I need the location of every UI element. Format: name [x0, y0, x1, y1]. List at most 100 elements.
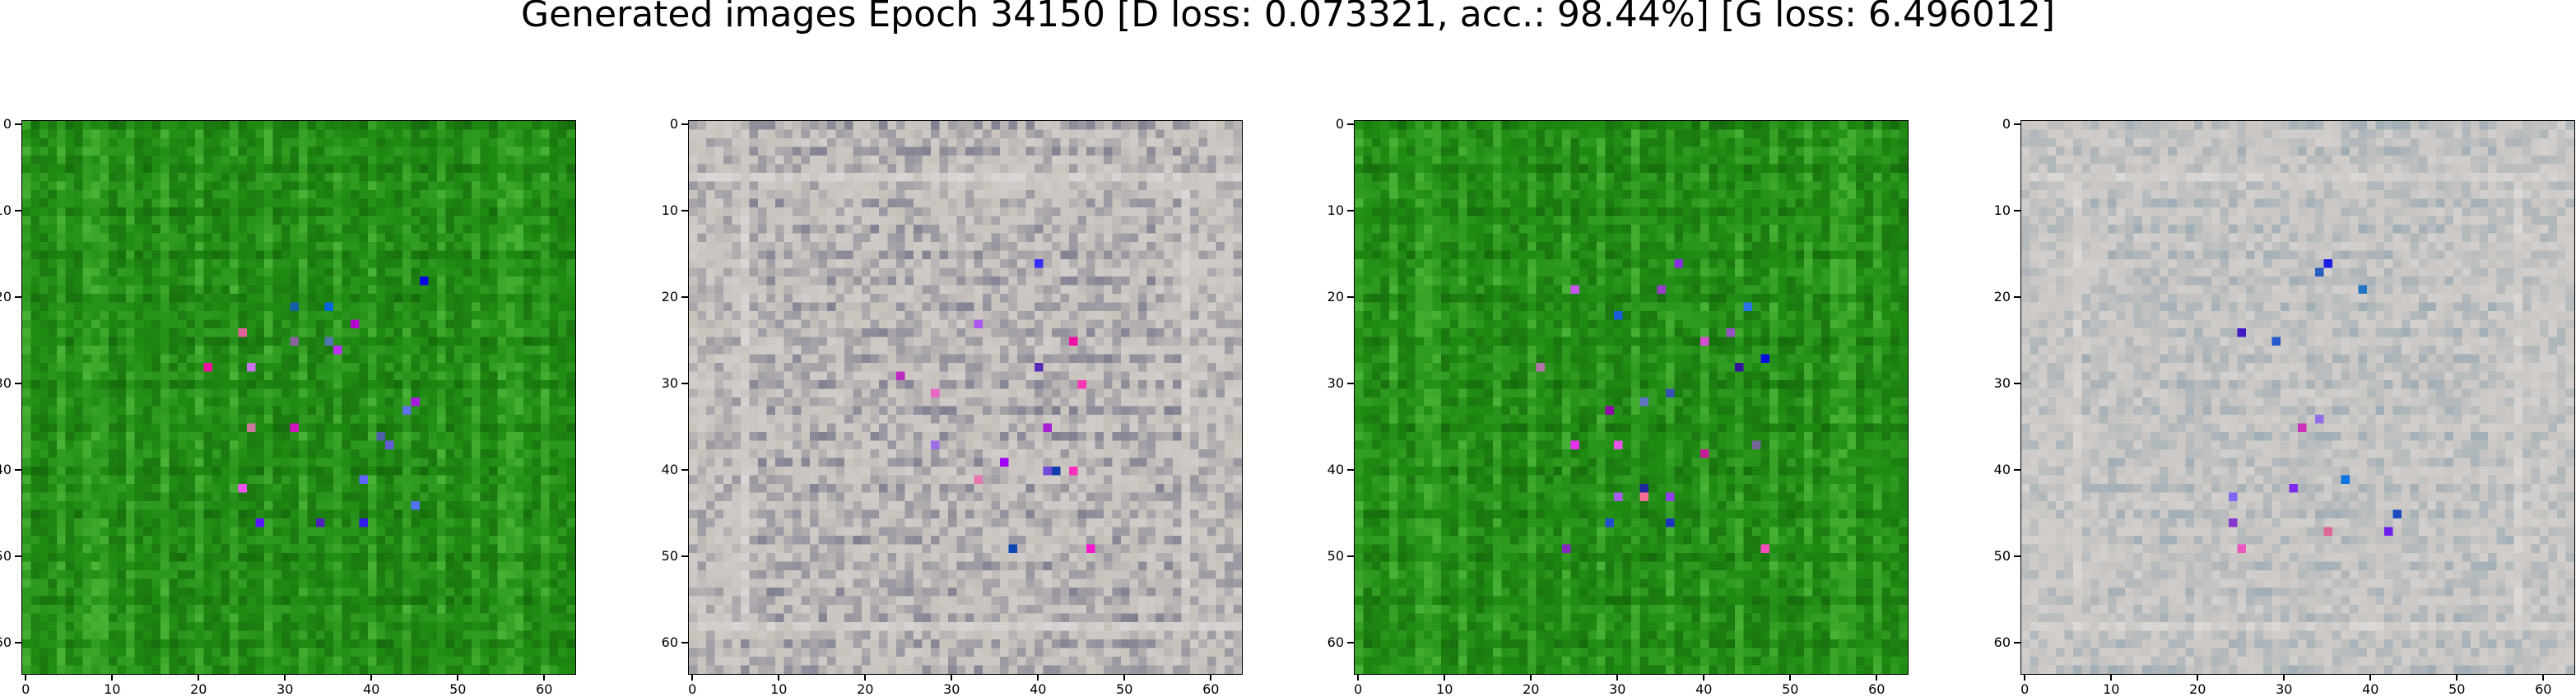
x-tick-label: 10 [2103, 681, 2120, 697]
x-tick-mark [25, 674, 27, 681]
x-tick-mark [1444, 674, 1446, 681]
y-tick-mark [15, 555, 21, 558]
x-tick-mark [778, 674, 780, 681]
x-tick-mark [691, 674, 694, 681]
x-tick-label: 0 [2020, 681, 2030, 697]
x-tick-label: 40 [1695, 681, 1713, 697]
x-tick-mark [2542, 674, 2545, 681]
x-tick-label: 50 [2448, 681, 2466, 697]
x-tick-label: 40 [363, 681, 380, 697]
y-tick-label: 40 [1993, 462, 2011, 478]
y-tick-label: 10 [1327, 202, 1344, 219]
y-tick-mark [15, 123, 21, 126]
generated-image [21, 120, 576, 675]
y-tick-mark [1347, 555, 1354, 558]
x-tick-label: 10 [770, 681, 788, 697]
x-tick-label: 20 [857, 681, 874, 697]
x-tick-mark [1703, 674, 1705, 681]
x-tick-label: 20 [2189, 681, 2206, 697]
y-tick-mark [2014, 296, 2020, 299]
y-tick-label: 50 [1327, 548, 1344, 565]
y-tick-mark [681, 123, 688, 126]
y-tick-mark [1347, 296, 1354, 299]
x-tick-label: 60 [2535, 681, 2552, 697]
x-tick-mark [951, 674, 953, 681]
image-panel: 0 0 10 10 20 20 30 30 40 40 50 50 60 60 [1994, 116, 2575, 697]
x-tick-mark [543, 674, 546, 681]
y-tick-label: 30 [1327, 375, 1344, 392]
y-tick-label: 60 [1327, 634, 1344, 651]
y-tick-mark [1347, 123, 1354, 126]
y-tick-label: 20 [1993, 289, 2011, 305]
y-tick-label: 30 [0, 375, 12, 392]
figure-title: Generated images Epoch 34150 [D loss: 0.… [520, 0, 2056, 35]
x-tick-label: 30 [2276, 681, 2293, 697]
y-tick-mark [681, 296, 688, 299]
y-tick-mark [681, 210, 688, 212]
generated-image [688, 120, 1243, 675]
y-tick-label: 30 [661, 375, 678, 392]
y-tick-label: 60 [0, 634, 12, 651]
x-tick-label: 40 [1030, 681, 1047, 697]
y-tick-label: 40 [661, 462, 678, 478]
x-tick-label: 0 [1354, 681, 1363, 697]
x-tick-label: 0 [21, 681, 30, 697]
x-tick-mark [864, 674, 867, 681]
image-panel: 0 0 10 10 20 20 30 30 40 40 50 50 60 60 [662, 116, 1243, 697]
x-tick-label: 10 [104, 681, 121, 697]
x-tick-label: 10 [1436, 681, 1453, 697]
y-tick-label: 0 [669, 116, 678, 132]
x-tick-label: 40 [2362, 681, 2379, 697]
y-tick-mark [15, 296, 21, 299]
y-tick-label: 40 [0, 462, 12, 478]
x-tick-label: 20 [190, 681, 207, 697]
x-tick-label: 30 [277, 681, 294, 697]
y-tick-label: 60 [1993, 634, 2011, 651]
x-tick-mark [1530, 674, 1532, 681]
x-tick-mark [2456, 674, 2458, 681]
x-tick-mark [2110, 674, 2113, 681]
generated-image [2020, 120, 2575, 675]
x-tick-label: 50 [1116, 681, 1133, 697]
y-tick-label: 20 [0, 289, 12, 305]
generated-image-canvas [1355, 121, 1908, 674]
x-tick-label: 60 [536, 681, 553, 697]
x-tick-mark [2024, 674, 2026, 681]
y-tick-label: 20 [1327, 289, 1344, 305]
y-tick-mark [1347, 642, 1354, 644]
y-tick-label: 10 [1993, 202, 2011, 219]
x-tick-mark [457, 674, 459, 681]
x-tick-label: 60 [1868, 681, 1886, 697]
x-tick-mark [111, 674, 114, 681]
y-tick-mark [15, 469, 21, 472]
x-tick-label: 50 [1782, 681, 1799, 697]
y-tick-label: 30 [1993, 375, 2011, 392]
y-tick-mark [681, 383, 688, 385]
generated-image [1354, 120, 1909, 675]
y-tick-mark [15, 383, 21, 385]
y-tick-mark [15, 210, 21, 212]
x-tick-mark [1357, 674, 1360, 681]
x-tick-mark [1616, 674, 1619, 681]
y-tick-mark [2014, 469, 2020, 472]
generated-image-canvas [22, 121, 575, 674]
y-tick-label: 10 [661, 202, 678, 219]
x-tick-mark [2283, 674, 2285, 681]
y-tick-mark [2014, 123, 2020, 126]
y-tick-label: 0 [2, 116, 12, 132]
x-tick-mark [1123, 674, 1126, 681]
y-tick-mark [2014, 210, 2020, 212]
y-tick-label: 40 [1327, 462, 1344, 478]
y-tick-label: 50 [661, 548, 678, 565]
y-tick-label: 60 [661, 634, 678, 651]
y-tick-mark [681, 642, 688, 644]
x-tick-mark [198, 674, 200, 681]
x-tick-mark [1037, 674, 1039, 681]
y-tick-mark [681, 555, 688, 558]
x-tick-label: 0 [688, 681, 697, 697]
image-panel: 0 0 10 10 20 20 30 30 40 40 50 50 60 60 [0, 116, 576, 697]
image-panel: 0 0 10 10 20 20 30 30 40 40 50 50 60 60 [1328, 116, 1909, 697]
y-tick-label: 10 [0, 202, 12, 219]
x-tick-label: 30 [943, 681, 960, 697]
x-tick-mark [1789, 674, 1792, 681]
